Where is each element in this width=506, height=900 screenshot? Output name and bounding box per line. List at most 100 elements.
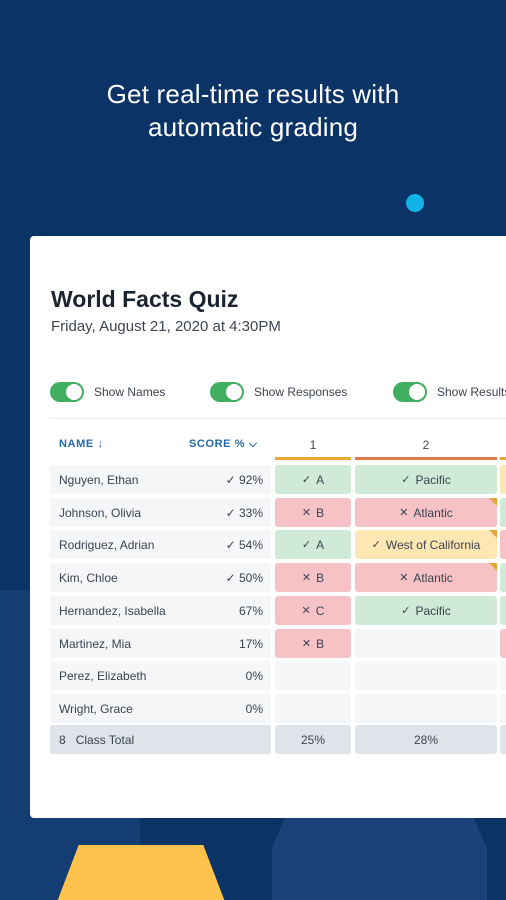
question-2-total: 28% bbox=[355, 725, 497, 754]
question-1-response[interactable]: ✕ C bbox=[275, 596, 351, 625]
student-score: ✓ 92% bbox=[225, 472, 263, 487]
check-icon: ✓ bbox=[301, 474, 312, 486]
student-score: ✓ 54% bbox=[225, 537, 263, 552]
headline-line-2: automatic grading bbox=[147, 112, 359, 142]
switch-show-names[interactable] bbox=[50, 382, 84, 402]
question-2-response[interactable] bbox=[355, 661, 497, 690]
quiz-title: World Facts Quiz bbox=[51, 286, 239, 312]
question-1-response[interactable] bbox=[275, 661, 351, 690]
question-3-response[interactable] bbox=[500, 694, 506, 723]
student-name: Perez, Elizabeth bbox=[59, 668, 147, 683]
student-score: 0% bbox=[245, 668, 263, 683]
check-icon: ✓ bbox=[401, 605, 411, 617]
question-2-response[interactable] bbox=[355, 694, 497, 723]
student-name: Hernandez, Isabella bbox=[59, 603, 166, 618]
question-2-response[interactable]: ✓ West of California bbox=[355, 530, 497, 559]
student-name: Wright, Grace bbox=[59, 701, 133, 716]
question-3-response[interactable] bbox=[500, 530, 506, 559]
question-1-response[interactable]: ✕ B bbox=[275, 498, 351, 527]
question-3-response[interactable] bbox=[500, 563, 506, 592]
question-1-response[interactable] bbox=[275, 694, 351, 723]
response-text: B bbox=[316, 636, 325, 651]
response-text: C bbox=[315, 603, 325, 618]
student-name: Johnson, Olivia bbox=[59, 505, 142, 520]
x-icon: ✕ bbox=[301, 507, 312, 519]
response-text: B bbox=[316, 505, 325, 520]
x-icon: ✕ bbox=[399, 507, 409, 519]
student-name: Martinez, Mia bbox=[59, 636, 132, 651]
question-2-response[interactable] bbox=[355, 629, 497, 658]
question-1-response[interactable]: ✓ A bbox=[275, 465, 351, 494]
question-1-bar bbox=[275, 457, 351, 460]
quiz-date: Friday, August 21, 2020 at 4:30PM bbox=[51, 318, 281, 335]
question-2-header[interactable]: 2 bbox=[422, 438, 430, 452]
table-row[interactable]: Rodriguez, Adrian ✓ 54% ✓ A ✓ West of Califor… bbox=[30, 530, 506, 559]
accent-dot bbox=[406, 194, 424, 212]
check-icon: ✓ bbox=[371, 539, 381, 551]
student-cell: Hernandez, Isabella 67% bbox=[50, 596, 271, 625]
student-score: 17% bbox=[238, 636, 263, 651]
x-icon: ✕ bbox=[399, 572, 409, 584]
student-cell: Perez, Elizabeth 0% bbox=[50, 661, 271, 690]
table-row[interactable]: Johnson, Olivia ✓ 33% ✕ B ✕ Atlantic bbox=[30, 498, 506, 527]
headline: Get real-time results with automatic gra… bbox=[0, 78, 506, 144]
toggle-show-responses[interactable]: Show Responses bbox=[210, 382, 347, 402]
table-row[interactable]: Wright, Grace 0% bbox=[30, 694, 506, 723]
question-3-response[interactable] bbox=[500, 629, 506, 658]
student-score: ✓ 50% bbox=[225, 570, 263, 585]
student-score: 0% bbox=[245, 701, 263, 716]
question-2-response[interactable]: ✓ Pacific bbox=[355, 465, 497, 494]
check-icon: ✓ bbox=[301, 539, 312, 551]
switch-show-responses[interactable] bbox=[210, 382, 244, 402]
toggle-label: Show Names bbox=[94, 385, 166, 399]
response-text: Pacific bbox=[415, 603, 451, 618]
question-3-response[interactable] bbox=[500, 661, 506, 690]
name-column-header[interactable]: NAME ↓ bbox=[59, 438, 104, 450]
question-2-bar bbox=[355, 457, 497, 460]
table-row[interactable]: Martinez, Mia 17% ✕ B bbox=[30, 629, 506, 658]
question-3-response[interactable] bbox=[500, 498, 506, 527]
student-cell: Nguyen, Ethan ✓ 92% bbox=[50, 465, 271, 494]
question-1-response[interactable]: ✕ B bbox=[275, 563, 351, 592]
question-1-response[interactable]: ✕ B bbox=[275, 629, 351, 658]
student-cell: Rodriguez, Adrian ✓ 54% bbox=[50, 530, 271, 559]
question-3-bar bbox=[500, 457, 506, 460]
student-name: Nguyen, Ethan bbox=[59, 472, 139, 487]
student-name: Rodriguez, Adrian bbox=[59, 537, 155, 552]
score-column-header[interactable]: SCORE % ⌵ bbox=[189, 438, 258, 450]
switch-show-results[interactable] bbox=[393, 382, 427, 402]
student-cell: Wright, Grace 0% bbox=[50, 694, 271, 723]
response-text: Atlantic bbox=[413, 505, 453, 520]
class-total-label: Class Total bbox=[75, 732, 135, 747]
toggle-label: Show Results bbox=[437, 385, 506, 399]
student-count: 8 bbox=[59, 732, 66, 747]
table-header: NAME ↓ SCORE % ⌵ 1 2 bbox=[30, 438, 506, 458]
divider bbox=[50, 418, 506, 419]
class-total-cell: 8 Class Total bbox=[50, 725, 271, 754]
response-text: Atlantic bbox=[413, 570, 453, 585]
question-1-response[interactable]: ✓ A bbox=[275, 530, 351, 559]
question-3-response[interactable] bbox=[500, 465, 506, 494]
response-text: West of California bbox=[385, 537, 481, 552]
x-icon: ✕ bbox=[301, 572, 312, 584]
headline-line-1: Get real-time results with bbox=[106, 79, 400, 109]
student-cell: Johnson, Olivia ✓ 33% bbox=[50, 498, 271, 527]
question-1-total: 25% bbox=[275, 725, 351, 754]
table-row[interactable]: Kim, Chloe ✓ 50% ✕ B ✕ Atlantic bbox=[30, 563, 506, 592]
student-score: 67% bbox=[238, 603, 263, 618]
table-row[interactable]: Perez, Elizabeth 0% bbox=[30, 661, 506, 690]
student-score: ✓ 33% bbox=[225, 505, 263, 520]
x-icon: ✕ bbox=[301, 605, 311, 617]
response-text: B bbox=[316, 570, 325, 585]
student-name: Kim, Chloe bbox=[59, 570, 118, 585]
toggle-show-results[interactable]: Show Results bbox=[393, 382, 506, 402]
student-cell: Kim, Chloe ✓ 50% bbox=[50, 563, 271, 592]
question-2-response[interactable]: ✕ Atlantic bbox=[355, 498, 497, 527]
question-3-response[interactable] bbox=[500, 596, 506, 625]
question-1-header[interactable]: 1 bbox=[309, 438, 317, 452]
table-row[interactable]: Hernandez, Isabella 67% ✕ C ✓ Pacific bbox=[30, 596, 506, 625]
question-2-response[interactable]: ✓ Pacific bbox=[355, 596, 497, 625]
toggle-show-names[interactable]: Show Names bbox=[50, 382, 165, 402]
table-row[interactable]: Nguyen, Ethan ✓ 92% ✓ A ✓ Pacific bbox=[30, 465, 506, 494]
question-2-response[interactable]: ✕ Atlantic bbox=[355, 563, 497, 592]
